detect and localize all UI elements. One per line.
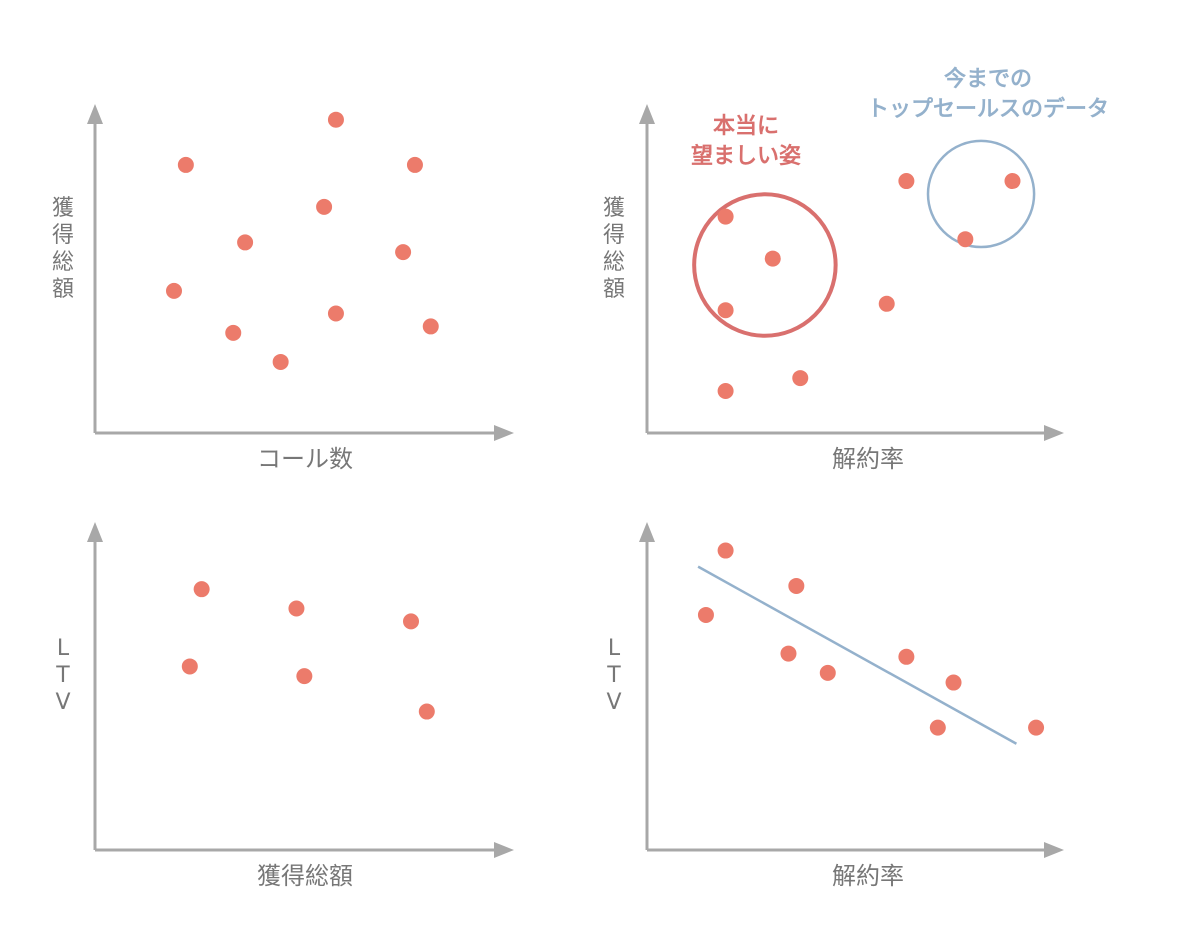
trend-line bbox=[697, 565, 1018, 745]
data-point bbox=[1028, 719, 1045, 736]
x-axis-label: 解約率 bbox=[832, 862, 904, 890]
y-axis-label: 獲得総額 bbox=[603, 196, 625, 302]
data-points bbox=[717, 173, 1021, 400]
data-point bbox=[792, 370, 809, 387]
annotations bbox=[692, 139, 1036, 338]
chart-calls-vs-revenue: コール数 獲得総額 bbox=[52, 104, 514, 473]
data-point bbox=[288, 600, 305, 617]
data-point bbox=[225, 324, 242, 341]
data-point bbox=[697, 606, 714, 623]
data-point bbox=[406, 156, 423, 173]
annotation-circle-1 bbox=[926, 139, 1036, 249]
data-point bbox=[717, 383, 734, 400]
data-point bbox=[717, 302, 734, 319]
data-point bbox=[327, 111, 344, 128]
data-points bbox=[181, 581, 435, 720]
data-point bbox=[1004, 173, 1021, 190]
data-point bbox=[717, 208, 734, 225]
data-point bbox=[819, 664, 836, 681]
top-sales-annotation-label: 今までのトップセールスのデータ bbox=[867, 66, 1109, 122]
data-point bbox=[929, 719, 946, 736]
data-point bbox=[395, 244, 412, 261]
trend-lines bbox=[697, 565, 1018, 745]
data-point bbox=[237, 234, 254, 251]
y-axis-arrow-icon bbox=[639, 104, 655, 124]
data-point bbox=[898, 173, 915, 190]
data-point bbox=[272, 353, 289, 370]
data-point bbox=[945, 674, 962, 691]
data-point bbox=[422, 318, 439, 335]
data-point bbox=[166, 282, 182, 299]
x-axis-label: コール数 bbox=[257, 445, 353, 473]
data-point bbox=[193, 581, 210, 598]
data-point bbox=[780, 645, 797, 662]
data-point bbox=[327, 305, 344, 322]
data-point bbox=[878, 295, 895, 312]
data-points bbox=[166, 111, 439, 370]
x-axis-arrow-icon bbox=[1044, 842, 1064, 858]
ideal-annotation-label: 本当に望ましい姿 bbox=[691, 114, 801, 169]
x-axis-arrow-icon bbox=[1044, 425, 1064, 441]
x-axis-label: 解約率 bbox=[832, 445, 904, 473]
data-point bbox=[181, 658, 198, 675]
x-axis-label: 獲得総額 bbox=[257, 862, 353, 890]
data-point bbox=[957, 231, 974, 248]
data-point bbox=[403, 613, 419, 630]
y-axis-arrow-icon bbox=[87, 522, 103, 542]
data-point bbox=[177, 156, 194, 173]
x-axis-arrow-icon bbox=[494, 842, 514, 858]
data-point bbox=[296, 668, 313, 685]
data-point bbox=[788, 577, 805, 594]
data-point bbox=[418, 703, 435, 720]
y-axis-arrow-icon bbox=[87, 104, 103, 124]
y-axis-label: 獲得総額 bbox=[52, 196, 74, 302]
y-axis-arrow-icon bbox=[639, 522, 655, 542]
x-axis-arrow-icon bbox=[494, 425, 514, 441]
data-point bbox=[898, 648, 915, 665]
annotation-circle-0 bbox=[692, 192, 838, 338]
chart-churn-vs-revenue: 解約率 獲得総額 本当に望ましい姿 今までのトップセールスのデータ bbox=[603, 66, 1109, 473]
data-point bbox=[717, 542, 734, 559]
data-point bbox=[764, 250, 781, 267]
data-point bbox=[316, 198, 333, 215]
data-points bbox=[697, 542, 1045, 736]
